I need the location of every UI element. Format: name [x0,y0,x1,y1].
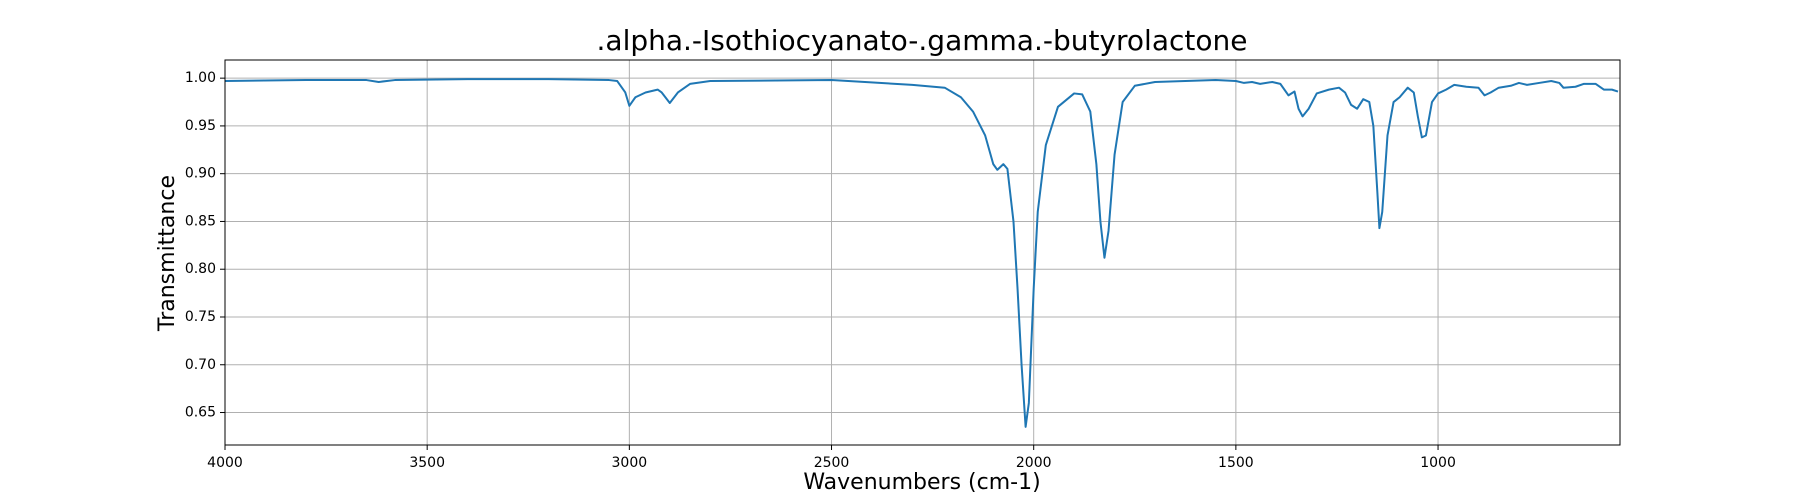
x-tick-label: 1500 [1218,455,1254,471]
x-tick-label: 2500 [814,455,850,471]
x-tick-label: 3000 [612,455,648,471]
y-tick-label: 0.80 [185,261,216,277]
y-tick-label: 0.95 [185,118,216,134]
y-tick-label: 0.70 [185,357,216,373]
y-axis-label: Transmittance [155,175,180,332]
y-tick-label: 0.65 [185,405,216,421]
x-tick-label: 3500 [409,455,445,471]
x-axis-label: Wavenumbers (cm-1) [803,470,1040,495]
x-tick-label: 2000 [1016,455,1052,471]
y-tick-label: 0.75 [185,309,216,325]
x-tick-label: 4000 [207,455,243,471]
y-tick-label: 0.85 [185,213,216,229]
plot-frame [224,59,1621,446]
y-tick-label: 0.90 [185,166,216,182]
x-tick-label: 1000 [1420,455,1456,471]
chart-title: .alpha.-Isothiocyanato-.gamma.-butyrolac… [597,24,1248,57]
spectrum-line [224,78,1619,428]
y-tick-label: 1.00 [185,70,216,86]
